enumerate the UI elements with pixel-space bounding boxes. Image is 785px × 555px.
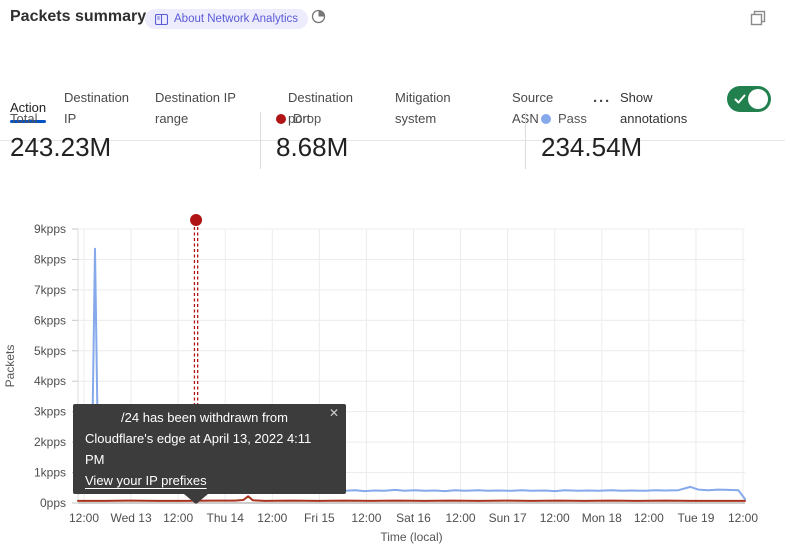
stat-value: 234.54M [541,132,643,162]
drop-legend-dot [276,113,286,124]
annotation-tooltip: ✕ /24 has been withdrawn from Cloudflare… [73,404,346,504]
x-tick-label: Tue 19 [677,511,714,525]
filter-tabs: Action Destination IP Destination IP ran… [0,40,785,141]
x-tick-label: 12:00 [728,511,758,525]
tab-action[interactable]: Action [10,97,47,123]
tab-label: Destination IP range [155,90,236,126]
y-tick-label: 5kpps [34,344,66,358]
page-title: Packets summary [10,8,147,25]
x-tick-label: Mon 18 [582,511,622,525]
tab-label: Mitigation system [395,90,451,126]
close-icon[interactable]: ✕ [328,406,339,420]
active-tab-underline [10,120,47,123]
book-icon [155,13,168,25]
tab-destination-port[interactable]: Destination port [288,87,368,129]
divider [525,112,526,169]
stat-value: 243.23M [10,132,112,162]
copy-icon[interactable] [749,9,767,27]
tooltip-text-line1: /24 has been withdrawn from [121,410,288,425]
tab-label: Destination IP [64,90,130,126]
tooltip-text-line2: Cloudflare's edge at April 13, 2022 4:11… [85,431,312,467]
y-tick-label: 2kpps [34,435,66,449]
y-tick-label: 9kpps [34,222,66,236]
tab-label: Destination port [288,90,354,126]
stat-value: 8.68M [276,132,349,162]
y-tick-label: 3kpps [34,405,66,419]
badge-label: About Network Analytics [174,13,299,25]
x-tick-label: 12:00 [634,511,664,525]
y-tick-label: 1kpps [34,466,66,480]
more-tabs-button[interactable]: ··· [593,93,611,110]
y-tick-label: 7kpps [34,283,66,297]
tab-destination-ip-range[interactable]: Destination IP range [155,87,251,129]
packets-chart: 12:00 Wed 13 12:00 Thu 14 12:00 Fri 15 12:00 Sa… [3,214,758,544]
annotation-marker-dot[interactable] [190,214,203,226]
x-tick-label: 12:00 [257,511,287,525]
y-tick-label: 6kpps [34,313,66,327]
stats-row: Total 243.23M Drop 8.68M Pass 234.54M [0,101,785,181]
annotations-toggle[interactable] [727,86,771,112]
show-annotations-label: Show annotations [620,90,688,126]
y-tick-label: 4kpps [34,374,66,388]
tab-mitigation-system[interactable]: Mitigation system [395,87,467,129]
header: Packets summary About Network Analytics [0,0,785,40]
check-icon [734,94,746,104]
tab-destination-ip[interactable]: Destination IP [64,87,142,129]
divider [0,140,785,141]
y-tick-label: 0pps [40,496,66,510]
view-ip-prefixes-link[interactable]: View your IP prefixes [85,473,207,488]
x-tick-label: 12:00 [351,511,381,525]
stat-pass: Pass 234.54M [541,111,642,163]
time-pie-icon[interactable] [311,9,326,24]
stat-total: Total 243.23M [10,111,111,163]
x-tick-label: 12:00 [163,511,193,525]
toggle-knob [748,89,768,109]
x-tick-label: 12:00 [446,511,476,525]
x-tick-label: Wed 13 [111,511,152,525]
pass-legend-dot [541,113,551,124]
divider [260,112,261,169]
x-tick-label: 12:00 [540,511,570,525]
x-tick-label: Sun 17 [489,511,527,525]
about-network-analytics-badge[interactable]: About Network Analytics [145,9,309,29]
stat-label: Drop [293,111,322,126]
y-tick-label: 8kpps [34,252,66,266]
x-axis-title: Time (local) [380,530,442,544]
x-tick-label: Fri 15 [304,511,335,525]
stat-label: Total [10,111,38,126]
x-tick-label: Thu 14 [207,511,245,525]
tab-label: Action [10,100,47,115]
stat-label: Pass [558,111,587,126]
stat-drop: Drop 8.68M [276,111,348,163]
y-axis-title: Packets [3,345,17,388]
x-tick-label: 12:00 [69,511,99,525]
x-tick-label: Sat 16 [396,511,431,525]
